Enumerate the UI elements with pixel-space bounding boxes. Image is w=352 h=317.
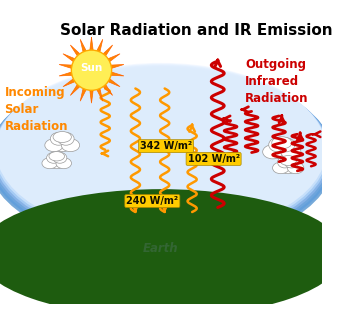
Ellipse shape	[0, 67, 333, 248]
Ellipse shape	[50, 133, 67, 145]
Ellipse shape	[58, 133, 74, 145]
Ellipse shape	[71, 50, 112, 90]
Ellipse shape	[0, 66, 332, 246]
Text: Outgoing
Infrared
Radiation: Outgoing Infrared Radiation	[245, 58, 309, 105]
Ellipse shape	[277, 159, 299, 174]
Ellipse shape	[42, 158, 57, 169]
Ellipse shape	[269, 138, 287, 152]
Ellipse shape	[0, 64, 329, 241]
Ellipse shape	[263, 145, 283, 159]
Ellipse shape	[0, 68, 335, 250]
Ellipse shape	[50, 135, 74, 152]
Ellipse shape	[56, 158, 71, 169]
Text: Sun: Sun	[80, 63, 103, 73]
Ellipse shape	[272, 162, 289, 174]
Ellipse shape	[284, 156, 299, 168]
Ellipse shape	[53, 132, 71, 142]
Ellipse shape	[49, 152, 64, 161]
Text: Solar Radiation and IR Emission: Solar Radiation and IR Emission	[61, 23, 333, 38]
Polygon shape	[59, 37, 124, 103]
Ellipse shape	[277, 138, 295, 152]
Ellipse shape	[272, 137, 292, 149]
Ellipse shape	[46, 152, 61, 163]
Ellipse shape	[46, 155, 67, 169]
Text: 240 W/m²: 240 W/m²	[126, 196, 178, 206]
Ellipse shape	[61, 139, 80, 152]
Ellipse shape	[53, 152, 67, 163]
Ellipse shape	[287, 162, 304, 174]
Ellipse shape	[277, 156, 292, 168]
Ellipse shape	[269, 141, 295, 159]
Ellipse shape	[281, 145, 301, 159]
Ellipse shape	[0, 189, 344, 317]
Text: 102 W/m²: 102 W/m²	[188, 154, 240, 164]
Ellipse shape	[0, 64, 328, 239]
Ellipse shape	[0, 68, 335, 250]
Text: Earth: Earth	[143, 242, 179, 255]
Ellipse shape	[0, 63, 326, 237]
Ellipse shape	[0, 65, 331, 243]
Ellipse shape	[280, 156, 296, 165]
Text: 342 W/m²: 342 W/m²	[140, 141, 192, 151]
Ellipse shape	[45, 139, 63, 152]
Text: Incoming
Solar
Radiation: Incoming Solar Radiation	[5, 86, 68, 133]
